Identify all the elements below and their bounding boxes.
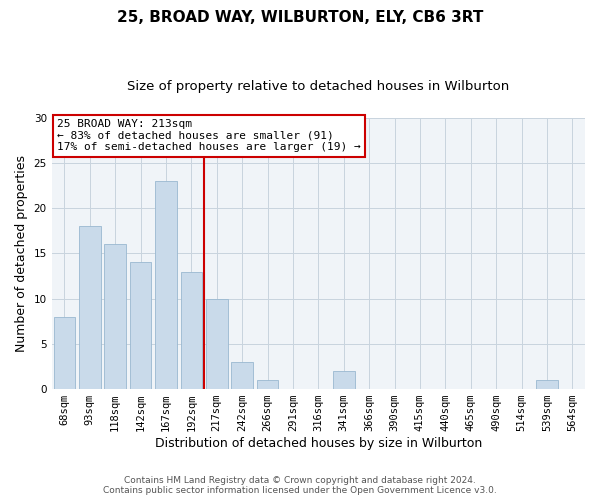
Bar [181, 272, 202, 389]
Y-axis label: Number of detached properties: Number of detached properties [15, 155, 28, 352]
Text: Contains HM Land Registry data © Crown copyright and database right 2024.
Contai: Contains HM Land Registry data © Crown c… [103, 476, 497, 495]
Text: 25, BROAD WAY, WILBURTON, ELY, CB6 3RT: 25, BROAD WAY, WILBURTON, ELY, CB6 3RT [117, 10, 483, 25]
X-axis label: Distribution of detached houses by size in Wilburton: Distribution of detached houses by size … [155, 437, 482, 450]
Bar [104, 244, 126, 389]
Bar [206, 298, 227, 389]
Bar [155, 181, 177, 389]
Title: Size of property relative to detached houses in Wilburton: Size of property relative to detached ho… [127, 80, 509, 93]
Bar [79, 226, 101, 389]
Bar [232, 362, 253, 389]
Bar [257, 380, 278, 389]
Text: 25 BROAD WAY: 213sqm
← 83% of detached houses are smaller (91)
17% of semi-detac: 25 BROAD WAY: 213sqm ← 83% of detached h… [57, 119, 361, 152]
Bar [536, 380, 557, 389]
Bar [53, 316, 75, 389]
Bar [333, 371, 355, 389]
Bar [130, 262, 151, 389]
